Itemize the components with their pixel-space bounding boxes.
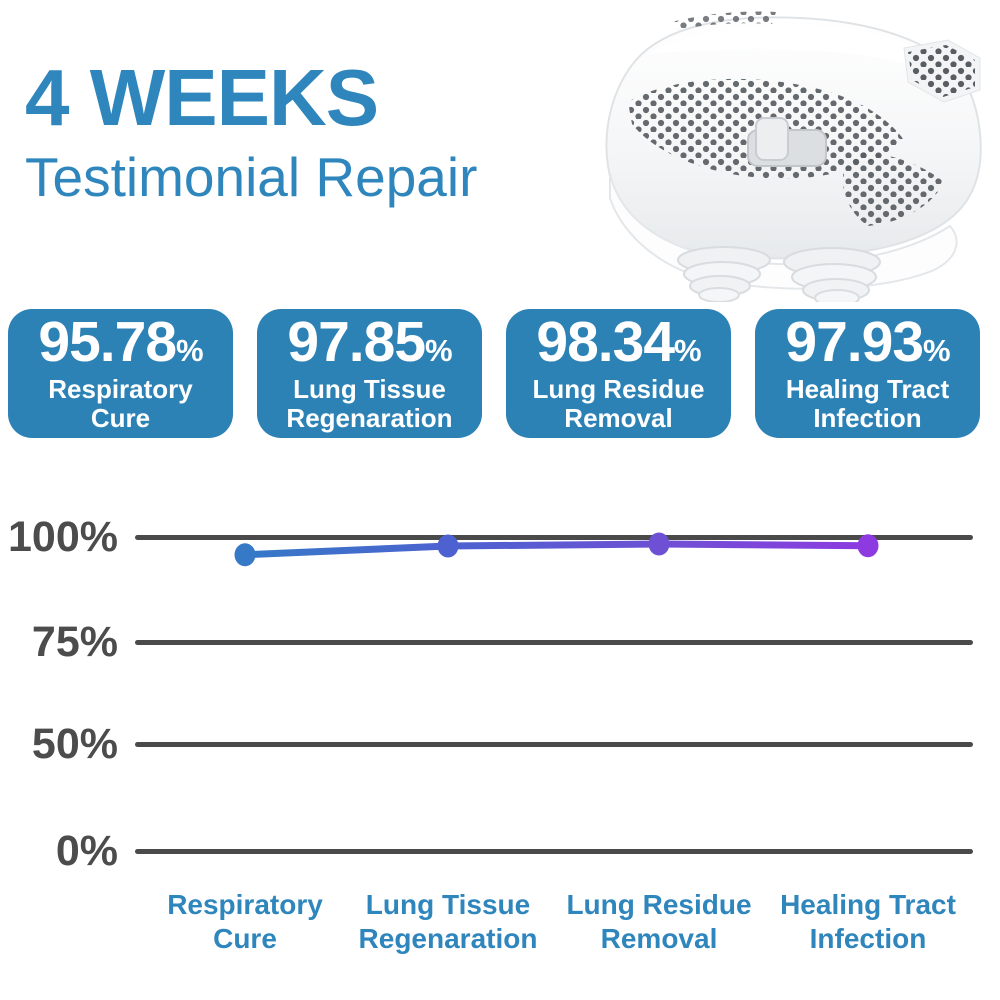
x-category-label: Healing Tract Infection <box>780 889 956 954</box>
data-point <box>437 534 459 558</box>
stat-card-healing-tract-infection: 97.93% Healing Tract Infection <box>755 309 980 438</box>
vent-strip-top <box>672 11 776 30</box>
gridline <box>135 742 973 747</box>
product-image <box>605 11 982 302</box>
stat-label: Healing Tract Infection <box>785 373 950 433</box>
line-series <box>234 532 879 567</box>
percent-sign: % <box>176 332 204 368</box>
gridline <box>135 535 973 540</box>
data-point <box>857 534 879 558</box>
data-point <box>234 543 256 567</box>
page-title: 4 WEEKS <box>25 53 379 142</box>
percent-sign: % <box>923 332 951 368</box>
y-tick-label: 0% <box>55 827 118 875</box>
device-body <box>605 11 982 290</box>
gridline <box>135 849 973 854</box>
percent-sign: % <box>425 332 453 368</box>
page-subtitle: Testimonial Repair <box>25 146 478 208</box>
stats-row: 95.78% Respiratory Cure 97.85% Lung Tiss… <box>8 309 980 438</box>
stat-value: 97.93% <box>785 309 951 374</box>
chart: 100% 75% 50% 0% Respiratory Cure Lung Tissue … <box>0 500 1000 970</box>
gridline <box>135 640 973 645</box>
stat-value: 95.78% <box>38 309 204 374</box>
x-category-label: Lung Tissue Regenaration <box>358 889 538 954</box>
x-category-label: Respiratory Cure <box>167 889 323 954</box>
stat-card-lung-tissue-regenaration: 97.85% Lung Tissue Regenaration <box>257 309 482 438</box>
nose-bud-left <box>677 246 771 302</box>
nose-bud-right <box>783 247 881 302</box>
y-tick-label: 50% <box>31 720 118 768</box>
data-point <box>648 532 670 556</box>
stat-label: Respiratory Cure <box>48 373 193 433</box>
stat-value: 97.85% <box>287 309 453 374</box>
header: 4 WEEKS Testimonial Repair <box>25 58 477 205</box>
stat-card-respiratory-cure: 95.78% Respiratory Cure <box>8 309 233 438</box>
stat-value: 98.34% <box>536 309 702 374</box>
y-tick-label: 75% <box>31 618 118 666</box>
stat-label: Lung Tissue Regenaration <box>286 373 453 433</box>
y-tick-label: 100% <box>8 513 118 561</box>
percent-sign: % <box>674 332 702 368</box>
stat-card-lung-residue-removal: 98.34% Lung Residue Removal <box>506 309 731 438</box>
x-category-label: Lung Residue Removal <box>566 889 752 954</box>
stat-label: Lung Residue Removal <box>532 373 705 433</box>
vent-pattern-lower-right <box>843 152 944 226</box>
